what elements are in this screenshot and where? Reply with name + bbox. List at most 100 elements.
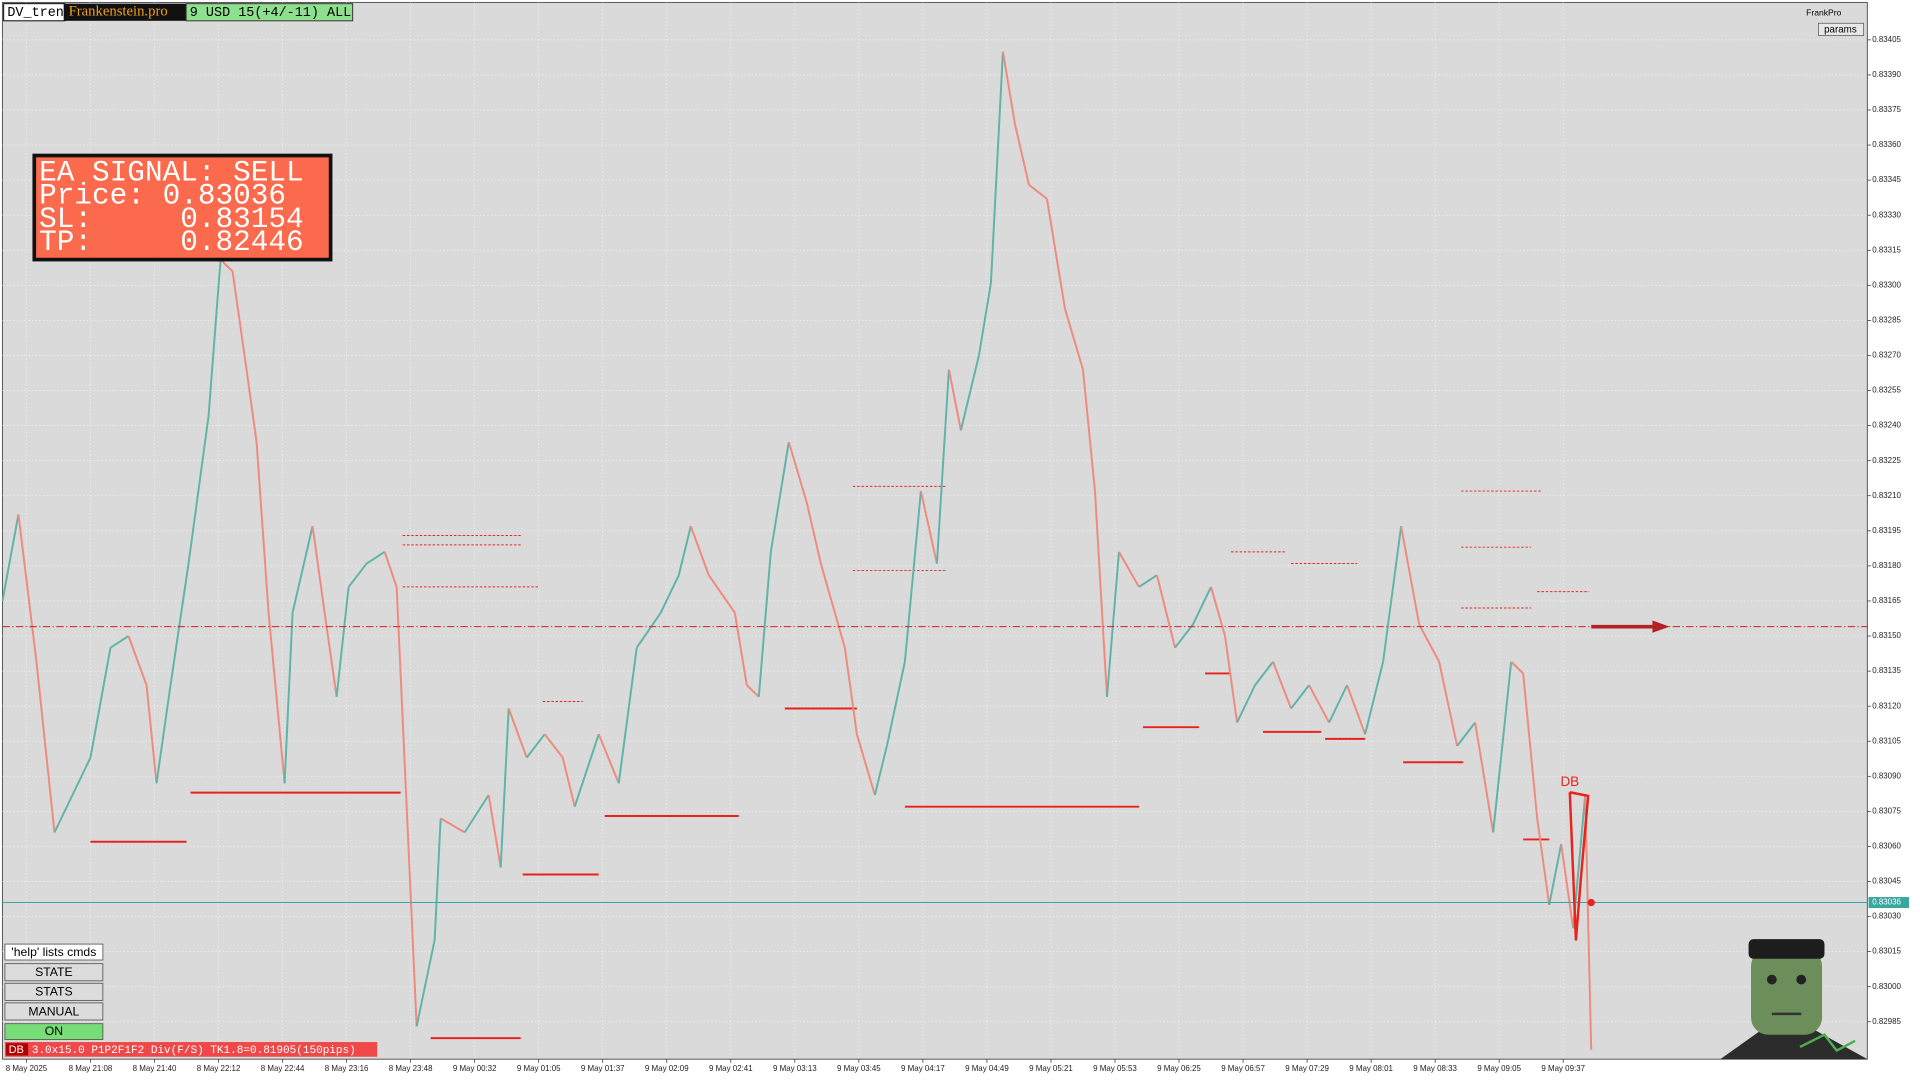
price-segment — [507, 708, 528, 758]
price-segment — [525, 733, 546, 759]
y-tick-label: 0.83165 — [1872, 596, 1901, 605]
help-label[interactable]: 'help' lists cmds — [11, 945, 96, 959]
price-segment — [487, 794, 502, 868]
y-tick-label: 0.83405 — [1872, 35, 1901, 44]
price-segment — [311, 526, 326, 613]
params-label[interactable]: params — [1824, 25, 1857, 36]
help-button[interactable] — [4, 943, 104, 961]
price-segment — [1028, 184, 1048, 200]
owner: FrankPro — [1806, 8, 1841, 18]
price-segment — [231, 271, 246, 356]
y-tick-label: 0.83120 — [1872, 701, 1901, 710]
x-tick-label: 9 May 09:37 — [1541, 1064, 1585, 1073]
price-segment — [746, 684, 760, 698]
x-tick-label: 9 May 01:37 — [581, 1064, 625, 1073]
y-tick-label: 0.83015 — [1872, 947, 1901, 956]
price-segment — [1328, 684, 1348, 723]
price-segment — [819, 563, 846, 648]
price-segment — [53, 794, 74, 833]
price-segment — [1210, 586, 1226, 637]
state-label[interactable]: STATE — [35, 965, 73, 979]
price-segment — [1438, 661, 1459, 747]
x-tick-label: 9 May 05:53 — [1093, 1064, 1137, 1073]
stats-button[interactable] — [4, 982, 104, 1001]
price-segment — [415, 939, 436, 1027]
price-segment — [677, 525, 692, 576]
price-segment — [1346, 684, 1367, 735]
price-segment — [1081, 369, 1096, 492]
signal-box — [32, 153, 333, 262]
entry-marker — [1587, 898, 1595, 907]
status-tag-box — [6, 1043, 29, 1056]
y-tick-label: 0.83060 — [1872, 842, 1901, 851]
y-tick-label: 0.83315 — [1872, 245, 1901, 254]
y-tick-label: 0.83135 — [1872, 666, 1901, 675]
price-segment — [1382, 526, 1403, 662]
manual-button[interactable] — [4, 1002, 104, 1021]
price-segment — [1, 514, 20, 602]
price-segment — [1272, 661, 1292, 709]
manual-label[interactable]: MANUAL — [28, 1004, 79, 1018]
y-tick-label: 0.83195 — [1872, 526, 1901, 535]
x-tick-label: 9 May 01:05 — [517, 1064, 561, 1073]
price-segment — [1093, 491, 1108, 697]
price-segment — [395, 586, 418, 1027]
price-segment — [1510, 661, 1524, 675]
price-segment — [1156, 575, 1176, 648]
price-segment — [617, 647, 638, 784]
price-segment — [597, 733, 620, 784]
x-tick-label: 9 May 07:29 — [1285, 1064, 1329, 1073]
price-segment — [1456, 721, 1476, 747]
y-tick-label: 0.83210 — [1872, 491, 1901, 500]
y-tick-label: 0.83090 — [1872, 771, 1901, 780]
price-segment — [543, 733, 564, 759]
price-segment — [1045, 198, 1066, 309]
y-tick-label: 0.82985 — [1872, 1017, 1901, 1026]
params-button[interactable] — [1818, 22, 1865, 36]
price-segment — [1308, 684, 1330, 723]
status-text: 3.0x15.0 P1P2F1F2 Div(F/S) TK1.8=0.81905… — [32, 1045, 356, 1057]
price-segment — [1236, 684, 1256, 723]
price-segment — [89, 647, 112, 758]
y-tick-label: 0.83375 — [1872, 105, 1901, 114]
price-segment — [805, 502, 822, 564]
y-tick-label: 0.83255 — [1872, 386, 1901, 395]
x-tick-label: 8 May 22:12 — [197, 1064, 241, 1073]
signal-line: SL: 0.83154 — [39, 203, 303, 236]
price-segment — [335, 586, 350, 697]
y-tick-label: 0.83240 — [1872, 421, 1901, 430]
price-segment — [1192, 586, 1212, 625]
price-segment — [347, 562, 368, 588]
y-tick-label: 0.83075 — [1872, 806, 1901, 815]
x-tick-label: 9 May 09:05 — [1477, 1064, 1521, 1073]
price-segment — [1492, 661, 1513, 833]
x-tick-label: 9 May 02:41 — [709, 1064, 753, 1073]
current-price-label: 0.83036 — [1872, 898, 1901, 907]
price-segment — [757, 551, 772, 697]
state-button[interactable] — [4, 963, 104, 982]
on-label[interactable]: ON — [45, 1024, 63, 1038]
current-price-box — [1868, 897, 1909, 909]
y-tick-label: 0.83000 — [1872, 982, 1901, 991]
price-segment — [1290, 684, 1310, 710]
y-tick-label: 0.83225 — [1872, 456, 1901, 465]
y-tick-label: 0.83285 — [1872, 315, 1901, 324]
price-segment — [707, 574, 736, 614]
x-tick-label: 8 May 21:40 — [133, 1064, 177, 1073]
price-segment — [1013, 123, 1030, 186]
price-segment — [1400, 525, 1421, 625]
price-segment — [109, 635, 130, 649]
price-segment — [561, 757, 576, 807]
price-segment — [145, 685, 158, 784]
brand-box — [63, 3, 187, 21]
price-segment — [366, 551, 386, 565]
x-tick-label: 9 May 06:25 — [1157, 1064, 1201, 1073]
stats-label[interactable]: STATS — [35, 985, 73, 999]
on-button[interactable] — [4, 1023, 104, 1041]
y-tick-label: 0.83105 — [1872, 736, 1901, 745]
price-segment — [169, 563, 190, 686]
x-tick-label: 9 May 04:17 — [901, 1064, 945, 1073]
x-tick-label: 8 May 21:08 — [69, 1064, 113, 1073]
